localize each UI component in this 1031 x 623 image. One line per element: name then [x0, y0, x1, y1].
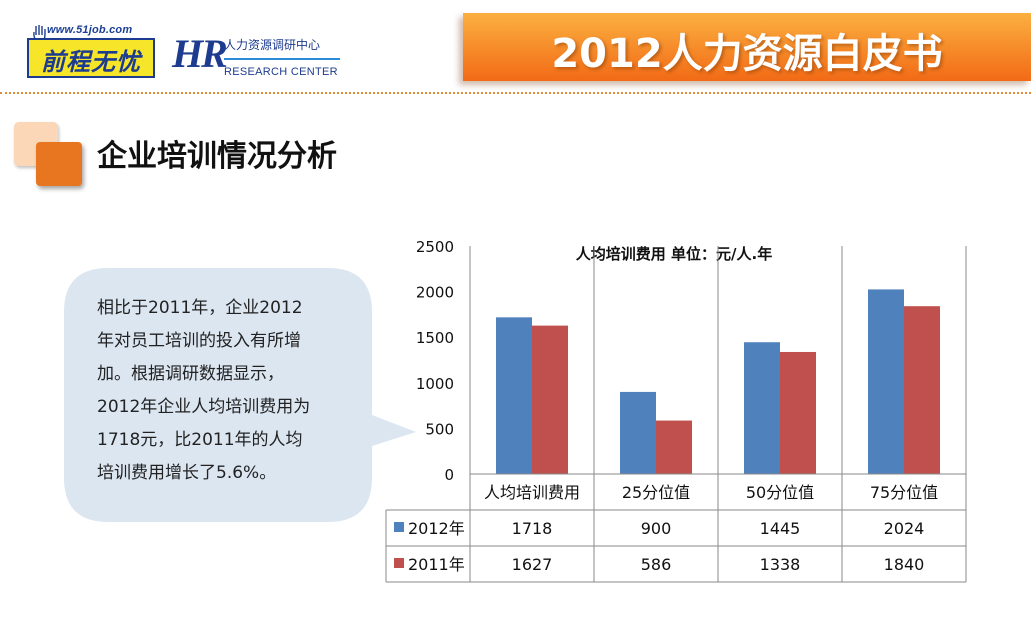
category-label: 25分位值	[622, 483, 690, 502]
legend-swatch-2012	[394, 522, 404, 532]
hr-mark: HR	[172, 31, 228, 76]
training-cost-chart: 0 500 1000 1500 2000 2500 人均培训费用 单位：元/人.年人均培训费…	[385, 238, 967, 583]
header-divider	[0, 92, 1031, 94]
bar-2012	[496, 317, 532, 474]
callout-text: 相比于2011年，企业2012 年对员工培训的投入有所增 加。根据调研数据显示，…	[97, 292, 352, 490]
callout-line: 1718元，比2011年的人均	[97, 430, 303, 450]
legend-label: 2012年	[408, 519, 465, 538]
table-value: 1338	[760, 555, 801, 574]
y-tick-label: 1000	[416, 375, 454, 393]
logo-url: www.51job.com	[47, 24, 133, 36]
y-tick-label: 2000	[416, 284, 454, 302]
category-label: 人均培训费用	[484, 483, 580, 502]
table-value: 900	[641, 519, 672, 538]
research-center-logo: HR 人力资源调研中心 RESEARCH CENTER	[172, 31, 347, 80]
y-tick-label: 500	[425, 420, 454, 438]
bar-2012	[868, 289, 904, 474]
logo-name: 前程无忧	[41, 48, 141, 76]
bar-2011	[656, 420, 692, 474]
table-value: 1718	[512, 519, 553, 538]
logo-box	[27, 38, 155, 78]
legend-swatch-2011	[394, 558, 404, 568]
title-banner: 2012人力资源白皮书	[463, 13, 1031, 81]
chart-title: 人均培训费用 单位：元/人.年	[576, 245, 772, 263]
table-value: 1840	[884, 555, 925, 574]
table-value: 1445	[760, 519, 801, 538]
logo-divider	[224, 58, 340, 60]
section-title: 企业培训情况分析	[97, 139, 337, 174]
y-tick-label: 2500	[416, 238, 454, 256]
category-label: 50分位值	[746, 483, 814, 502]
callout-line: 年对员工培训的投入有所增	[97, 331, 301, 351]
research-center-cn: 人力资源调研中心	[224, 38, 321, 52]
table-value: 2024	[884, 519, 925, 538]
legend-label: 2011年	[408, 555, 465, 574]
51job-logo: www.51job.com 前程无忧	[27, 24, 155, 80]
bar-2011	[532, 325, 568, 474]
heading-decor-square-dark	[36, 142, 82, 186]
bar-2012	[620, 391, 656, 474]
callout-line: 加。根据调研数据显示，	[97, 364, 284, 384]
table-value: 1627	[512, 555, 553, 574]
y-tick-label: 0	[444, 466, 454, 484]
callout-line: 2012年企业人均培训费用为	[97, 397, 311, 417]
callout-line: 相比于2011年，企业2012	[97, 298, 303, 318]
category-label: 75分位值	[870, 483, 938, 502]
callout-line: 培训费用增长了5.6%。	[97, 463, 277, 483]
callout-shape	[64, 268, 416, 522]
y-tick-label: 1500	[416, 329, 454, 347]
table-value: 586	[641, 555, 672, 574]
research-center-en: RESEARCH CENTER	[224, 66, 338, 78]
bar-2011	[904, 306, 940, 474]
bar-2012	[744, 342, 780, 474]
banner-title: 2012人力资源白皮书	[551, 31, 943, 77]
bar-2011	[780, 351, 816, 474]
